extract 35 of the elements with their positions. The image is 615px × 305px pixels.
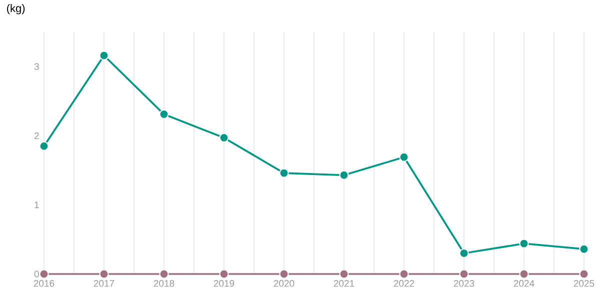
x-tick-label: 2025 [574,280,594,287]
point [99,269,109,279]
y-axis-title: (kg) [7,4,25,14]
y-tick-label: 3 [34,63,39,70]
point [99,50,109,60]
point [159,269,169,279]
x-tick-label: 2019 [214,280,234,287]
point [519,238,529,248]
point [39,141,49,151]
point [279,168,289,178]
y-tick-label: 1 [34,202,39,208]
y-tick-label: 2 [34,132,39,140]
point [579,244,589,254]
x-tick-label: 2017 [94,280,114,287]
x-tick-label: 2021 [334,280,354,287]
point [459,248,469,258]
point [519,269,529,279]
y-tick-label: 0 [34,270,39,278]
x-tick-label: 2018 [154,280,174,287]
point [219,269,229,279]
point [339,269,349,279]
point [399,152,409,162]
point [279,269,289,279]
x-tick-label: 2024 [514,280,534,287]
point [219,132,229,143]
x-tick-label: 2022 [394,280,414,287]
x-tick-label: 2023 [454,280,474,287]
point [579,269,589,279]
point [159,109,169,120]
point [39,269,49,279]
x-tick-label: 2016 [34,280,54,287]
x-tick-label: 2020 [274,280,294,287]
point [459,269,469,279]
point [339,170,349,180]
point [399,269,409,279]
